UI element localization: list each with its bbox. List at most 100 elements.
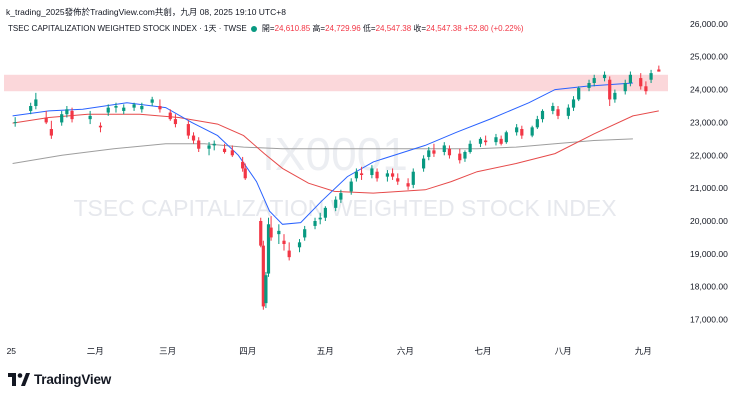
candle-body (132, 104, 136, 108)
candle-body (158, 106, 162, 110)
candle-body (432, 150, 436, 154)
candle-body (602, 74, 607, 79)
candle-body (191, 135, 196, 141)
candle-body (186, 124, 190, 136)
candle-body (390, 173, 395, 177)
high-label: 高= (312, 24, 326, 33)
close-value: 24,547.38 (426, 24, 462, 33)
candle-body (354, 171, 358, 179)
candle-body (484, 140, 488, 143)
candle-body (587, 83, 591, 88)
candle-body (396, 178, 400, 182)
candle-body (657, 69, 661, 72)
candle-body (535, 119, 539, 128)
brand-name: TradingView (34, 372, 112, 387)
low-value: 24,547.38 (375, 24, 412, 33)
candle-body (592, 78, 596, 83)
candle-body (515, 127, 519, 133)
candle-body (287, 250, 291, 258)
x-tick-label: 九月 (635, 346, 652, 356)
tradingview-brand[interactable]: TradingView (8, 372, 111, 387)
x-tick-label: 八月 (555, 346, 572, 356)
x-tick-label: 四月 (239, 346, 256, 356)
candle-body (639, 78, 643, 87)
ma-short-line (12, 82, 633, 225)
candle-body (421, 158, 426, 169)
x-tick-label: 三月 (159, 346, 176, 356)
ma-long-line (12, 138, 633, 164)
y-tick-label: 17,000.00 (690, 315, 728, 325)
watermark-description: TSEC CAPITALIZATION WEIGHTED STOCK INDEX (73, 195, 616, 221)
candle-body (173, 119, 178, 125)
candle-body (114, 106, 118, 108)
candle-body (98, 125, 103, 128)
candle-body (478, 138, 483, 144)
candle-body (566, 107, 570, 116)
candle-body (222, 148, 227, 152)
y-tick-label: 20,000.00 (690, 216, 728, 226)
candle-body (463, 152, 467, 159)
candle-body (406, 183, 410, 187)
y-tick-label: 21,000.00 (690, 183, 728, 193)
open-value: 24,610.85 (274, 24, 311, 33)
candle-body (259, 221, 263, 246)
published-on: 發佈於TradingView.com (64, 7, 155, 17)
candle-body (375, 171, 379, 179)
candle-body (458, 153, 462, 161)
high-value: 24,729.96 (325, 24, 361, 33)
candles-layer (13, 65, 661, 310)
y-tick-label: 26,000.00 (690, 19, 728, 29)
candle-body (277, 230, 281, 235)
price-axis[interactable]: 26,000.00 25,000.00 24,000.00 23,000.00 22,0… (690, 19, 728, 325)
candle-body (628, 74, 632, 83)
candle-body (623, 83, 627, 92)
candle-body (197, 140, 201, 149)
publish-info: k_trading_2025發佈於TradingView.com共創，九月 08… (6, 6, 286, 18)
close-label: 收= (413, 24, 427, 33)
time-axis[interactable]: 25 二月 三月 四月 五月 六月 七月 八月 九月 (7, 346, 652, 356)
candle-body (504, 132, 508, 143)
candle-body (243, 168, 247, 179)
y-tick-label: 23,000.00 (690, 117, 728, 127)
candle-body (150, 99, 154, 103)
candle-body (494, 137, 498, 143)
published-date: 共創，九月 08, 2025 19:10 UTC+8 (154, 7, 286, 17)
candle-body (303, 229, 307, 238)
x-tick-label: 二月 (87, 346, 104, 356)
candle-body (168, 112, 172, 120)
candle-body (613, 92, 617, 100)
candle-body (359, 173, 364, 175)
symbol-bar: TSEC CAPITALIZATION WEIGHTED STOCK INDEX… (8, 23, 524, 34)
candle-body (571, 99, 576, 108)
candle-body (49, 129, 53, 136)
moving-average-layer (12, 82, 659, 225)
low-label: 低= (362, 24, 376, 33)
candle-body (282, 240, 286, 244)
candle-body (540, 110, 545, 120)
candle-body (266, 224, 271, 274)
candle-body (318, 217, 322, 220)
watermark-ticker: IX0001 (262, 128, 408, 180)
candle-body (122, 107, 126, 111)
candle-body (140, 106, 144, 110)
market-status-icon (250, 25, 257, 32)
x-tick-label: 五月 (317, 346, 334, 356)
candle-body (411, 171, 415, 185)
candle-body (230, 150, 234, 156)
candle-body (530, 127, 534, 136)
candle-body (65, 109, 69, 115)
candle-body (649, 73, 653, 80)
y-tick-label: 24,000.00 (690, 85, 728, 95)
candle-body (261, 245, 265, 307)
candle-body (551, 106, 555, 111)
tradingview-logo-icon (8, 373, 30, 386)
resistance-zone-layer (4, 74, 668, 92)
x-tick-label: 25 (7, 346, 17, 356)
candle-body (88, 115, 92, 120)
symbol-name[interactable]: TSEC CAPITALIZATION WEIGHTED STOCK INDEX… (8, 24, 247, 33)
candle-body (313, 221, 317, 226)
candle-body (106, 107, 110, 113)
author-name: k_trading_2025 (6, 7, 65, 17)
open-label: 開= (261, 24, 275, 33)
